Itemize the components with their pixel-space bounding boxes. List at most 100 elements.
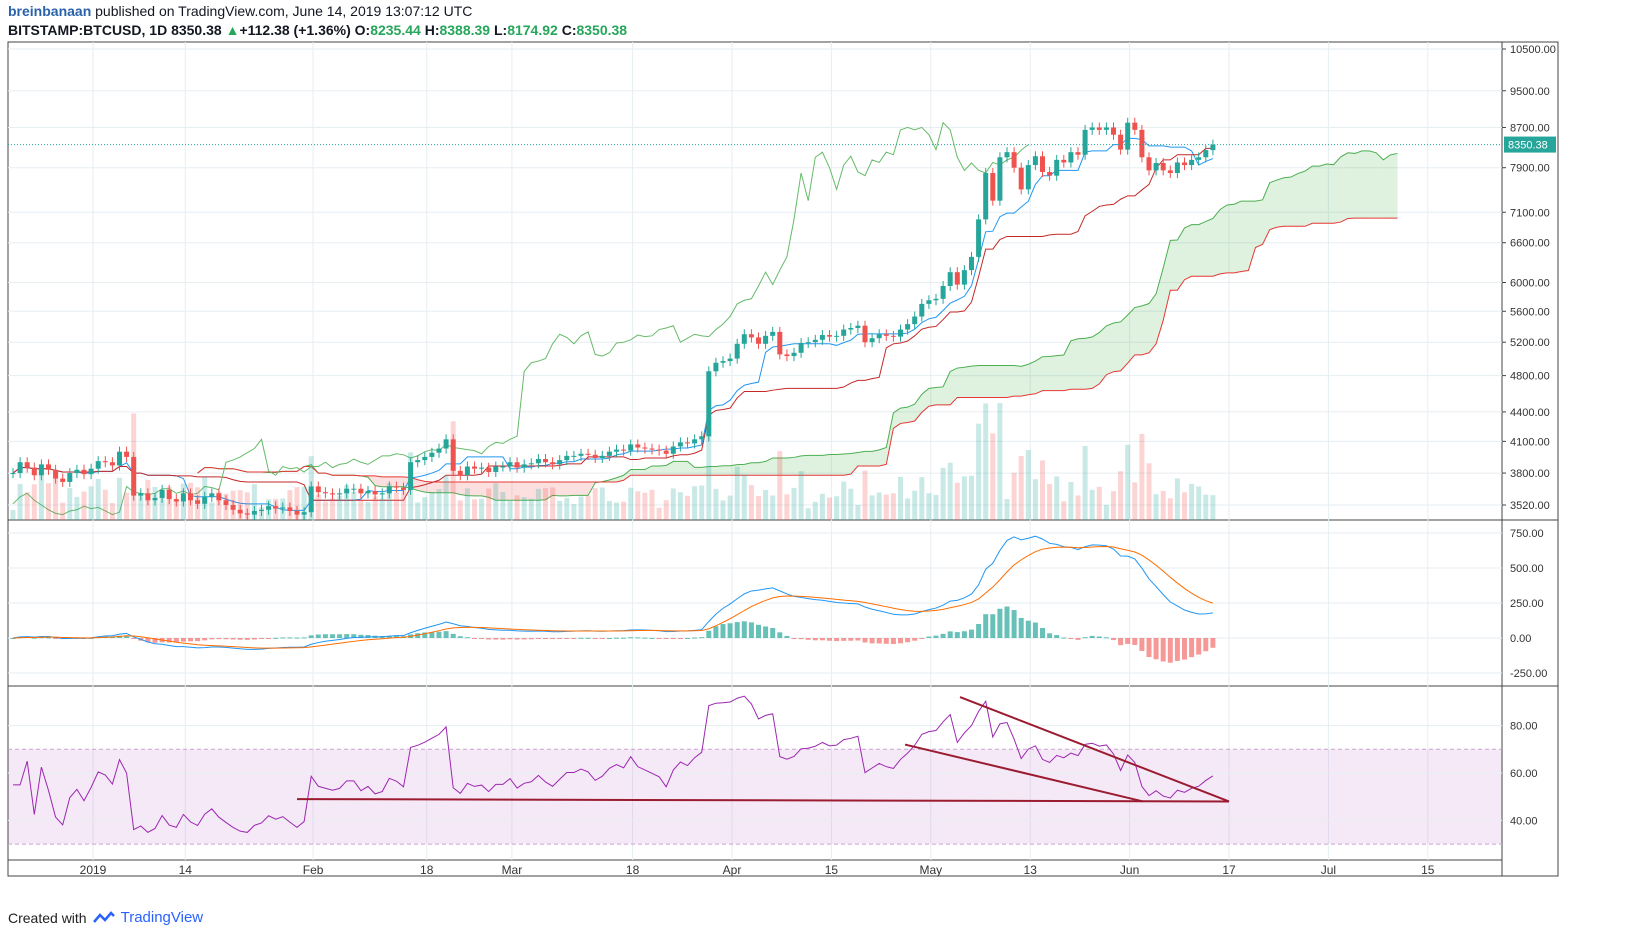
macd-histogram-bar <box>457 636 463 638</box>
macd-histogram-bar <box>614 637 619 639</box>
macd-histogram-bar <box>784 635 790 638</box>
date-tick-label: 18 <box>420 863 434 877</box>
cloud-segment <box>1255 199 1263 248</box>
candle-body <box>330 493 335 495</box>
last-price: 8350.38 <box>171 22 222 38</box>
macd-histogram-bar <box>713 626 719 638</box>
macd-histogram-bar <box>202 638 208 641</box>
price-tick-label: 9500.00 <box>1510 86 1550 98</box>
candle-body <box>1146 157 1152 171</box>
macd-histogram-bar <box>912 638 918 641</box>
cloud-segment <box>573 481 581 496</box>
macd-histogram-bar <box>1160 638 1166 662</box>
candle-body <box>819 335 825 340</box>
cloud-segment <box>446 481 454 493</box>
volume-bar <box>763 489 769 520</box>
volume-bar <box>855 505 861 520</box>
volume-bar <box>713 488 719 520</box>
volume-bar <box>457 500 463 520</box>
volume-bar <box>656 507 662 520</box>
price-tick-label: 3520.00 <box>1510 500 1550 512</box>
cloud-segment <box>581 481 589 496</box>
candle-body <box>1068 152 1074 163</box>
volume-bar <box>585 495 591 520</box>
publish-line: breinbanaan published on TradingView.com… <box>8 2 627 21</box>
cloud-segment <box>389 476 397 487</box>
candle-body <box>550 462 556 465</box>
cloud-segment <box>673 461 681 476</box>
candle-body <box>1047 171 1053 176</box>
cloud-segment <box>1127 307 1135 364</box>
candle-body <box>720 361 726 363</box>
volume-bar <box>1018 456 1024 520</box>
candle-body <box>699 436 705 440</box>
macd-histogram-bar <box>1174 638 1180 661</box>
symbol-label[interactable]: BITSTAMP:BTCUSD, 1D <box>8 22 168 38</box>
macd-histogram-bar <box>251 638 257 640</box>
cloud-segment <box>1298 171 1306 227</box>
cloud-segment <box>723 465 731 476</box>
volume-bar <box>685 495 690 520</box>
cloud-segment <box>1241 201 1249 272</box>
candle-body <box>592 454 598 458</box>
cloud-segment <box>1085 337 1093 390</box>
macd-histogram-bar <box>763 626 769 638</box>
cloud-segment <box>893 408 901 429</box>
volume-bar <box>670 488 676 520</box>
candle-body <box>1189 159 1195 166</box>
volume-bar <box>53 472 59 520</box>
candle-body <box>514 462 520 468</box>
volume-bar <box>31 484 37 520</box>
volume-bar <box>848 488 854 520</box>
macd-histogram-bar <box>10 638 16 639</box>
cloud-segment <box>659 465 667 476</box>
candle-body <box>472 466 477 469</box>
macd-signal-line <box>12 545 1214 649</box>
macd-histogram-bar <box>31 637 37 639</box>
candle-body <box>358 488 364 494</box>
volume-bar <box>124 492 130 520</box>
macd-histogram-bar <box>777 632 783 638</box>
cloud-segment <box>623 469 631 481</box>
candle-body <box>1032 156 1038 166</box>
cloud-segment <box>1390 153 1398 219</box>
macd-histogram-bar <box>358 634 364 638</box>
date-tick-label: 15 <box>825 863 839 877</box>
macd-tick-label: 750.00 <box>1510 528 1544 540</box>
candle-body <box>67 473 73 482</box>
macd-histogram-bar <box>301 637 307 639</box>
candle-body <box>1061 159 1067 163</box>
candle-body <box>628 444 634 451</box>
volume-bar <box>1111 491 1116 520</box>
cloud-segment <box>510 481 518 501</box>
tradingview-brand[interactable]: TradingView <box>120 909 204 926</box>
date-tick-label: Jun <box>1120 863 1139 877</box>
candle-body <box>869 338 875 343</box>
cloud-segment <box>1014 365 1022 397</box>
cloud-span-a-line <box>197 150 1398 501</box>
macd-histogram-bar <box>500 638 506 640</box>
volume-bar <box>1167 498 1173 520</box>
author-link[interactable]: breinbanaan <box>8 3 92 19</box>
volume-bar <box>67 488 73 520</box>
rsi-tick-label: 40.00 <box>1510 815 1538 827</box>
volume-bar <box>159 492 165 520</box>
macd-histogram-bar <box>621 637 627 639</box>
date-tick-label: Apr <box>723 863 742 877</box>
candle-body <box>408 462 414 490</box>
macd-histogram-bar <box>528 638 534 640</box>
volume-bar <box>606 501 612 520</box>
candle-body <box>10 473 16 475</box>
macd-histogram-bar <box>1018 617 1024 638</box>
cloud-segment <box>1198 221 1206 277</box>
cloud-segment <box>1234 201 1242 273</box>
macd-histogram-bar <box>230 638 236 640</box>
candle-body <box>202 496 208 504</box>
macd-histogram-bar <box>606 637 612 639</box>
candle-body <box>713 362 719 372</box>
macd-histogram-bar <box>557 638 563 639</box>
volume-bar <box>756 496 761 520</box>
ohlc-line: BITSTAMP:BTCUSD, 1D 8350.38 ▲+112.38 (+1… <box>8 21 627 40</box>
volume-bar <box>798 471 804 520</box>
